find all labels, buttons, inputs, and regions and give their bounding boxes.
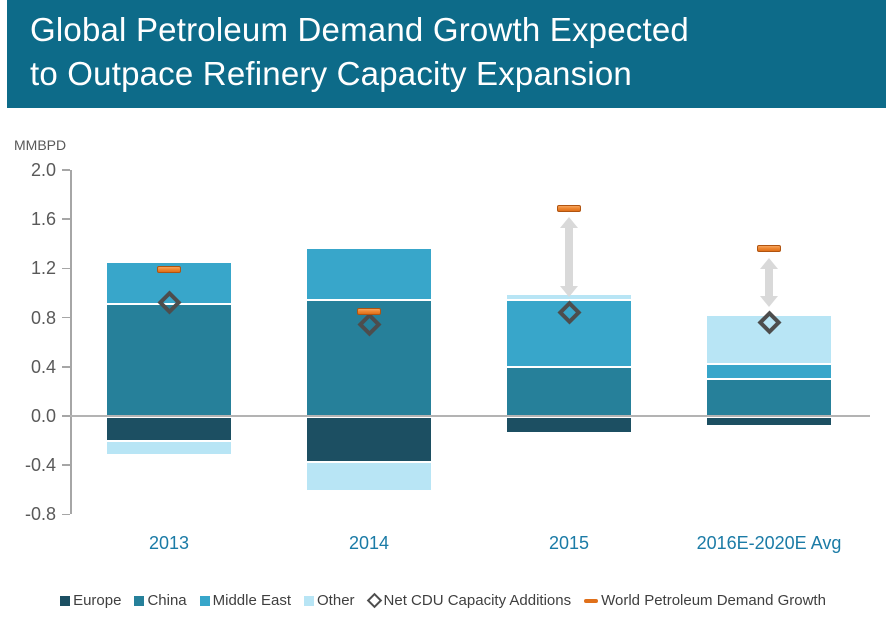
gap-arrow [560,217,578,297]
y-tick-mark [62,513,70,516]
y-tick-mark [62,267,70,270]
legend-item-net-cdu-capacity-additions: Net CDU Capacity Additions [366,592,572,609]
gap-arrow-shaft [565,226,573,288]
y-tick-mark [62,366,70,368]
bar-segment-china [507,365,631,416]
legend-label: Europe [73,592,122,609]
x-axis-label: 2016E-2020E Avg [696,533,842,553]
chart-legend: Europe China Middle East Other Net CDU Capac… [0,592,886,609]
gap-arrow [760,257,778,307]
bar-segment-other [107,441,231,455]
bar-segment-europe [107,416,231,442]
legend-label: Net CDU Capacity Additions [383,592,572,609]
y-tick-label: 1.2 [30,258,56,279]
gap-arrow-head-down [560,285,578,297]
bar-segment-china [107,302,231,416]
legend-item-world-petroleum-demand-growth: World Petroleum Demand Growth [584,592,826,609]
dash-marker-icon [584,598,599,603]
bar-segment-europe [507,416,631,432]
y-axis-unit-label: MMBPD [14,137,67,153]
gap-arrow-head-up [760,257,778,269]
y-tick-label: 0.8 [30,307,56,328]
bar-segment-middle-east [307,248,431,300]
slide-title-line1: Global Petroleum Demand Growth Expected [30,11,689,48]
y-tick-mark [62,464,70,466]
y-tick-label: -0.8 [24,504,56,525]
y-tick-label: 0.0 [30,406,56,426]
demand-growth-marker [357,307,381,315]
bar-segment-middle-east [707,363,831,378]
demand-growth-marker [557,204,581,212]
gap-arrow-head-up [560,217,578,229]
y-tick-mark [62,316,70,319]
legend-item-china: China [134,592,187,609]
legend-item-middle-east: Middle East [199,592,292,609]
y-tick-mark [62,415,70,417]
x-axis-label: 2014 [348,533,390,553]
y-tick-label: 1.6 [30,209,56,230]
x-axis-label: 2013 [148,533,190,553]
bar-segment-middle-east [507,299,631,366]
legend-item-other: Other [304,592,355,609]
diamond-marker-icon [366,592,382,609]
y-tick-mark [62,169,70,171]
legend-swatch-icon [199,595,210,606]
y-tick-label: -0.4 [24,455,56,476]
bar-segment-europe [707,416,831,425]
bar-segment-china [307,299,431,416]
demand-growth-marker [757,245,781,253]
legend-label: Middle East [212,592,292,609]
slide-title-banner: Global Petroleum Demand Growth Expected … [7,0,886,108]
y-tick-mark [62,218,70,220]
bar-segment-other [507,295,631,300]
legend-swatch-icon [60,595,71,606]
gap-arrow-shaft [765,266,773,298]
legend-label: World Petroleum Demand Growth [601,592,826,609]
y-tick-label: 2.0 [30,160,56,180]
zero-line [70,415,870,417]
bar-segment-other [307,462,431,490]
slide-title-line2: to Outpace Refinery Capacity Expansion [30,55,632,92]
legend-item-europe: Europe [60,592,121,609]
bar-segment-other [707,316,831,364]
gap-arrow-head-down [760,295,778,307]
y-tick-label: 0.4 [30,356,56,377]
legend-swatch-icon [304,595,315,606]
legend-swatch-icon [134,595,145,606]
bar-segment-europe [307,416,431,463]
bar-segment-china [707,377,831,416]
x-axis-label: 2015 [548,533,590,553]
legend-label: Other [317,592,355,609]
demand-growth-marker [157,266,181,274]
legend-label: China [147,592,187,609]
y-axis-line [70,170,72,515]
